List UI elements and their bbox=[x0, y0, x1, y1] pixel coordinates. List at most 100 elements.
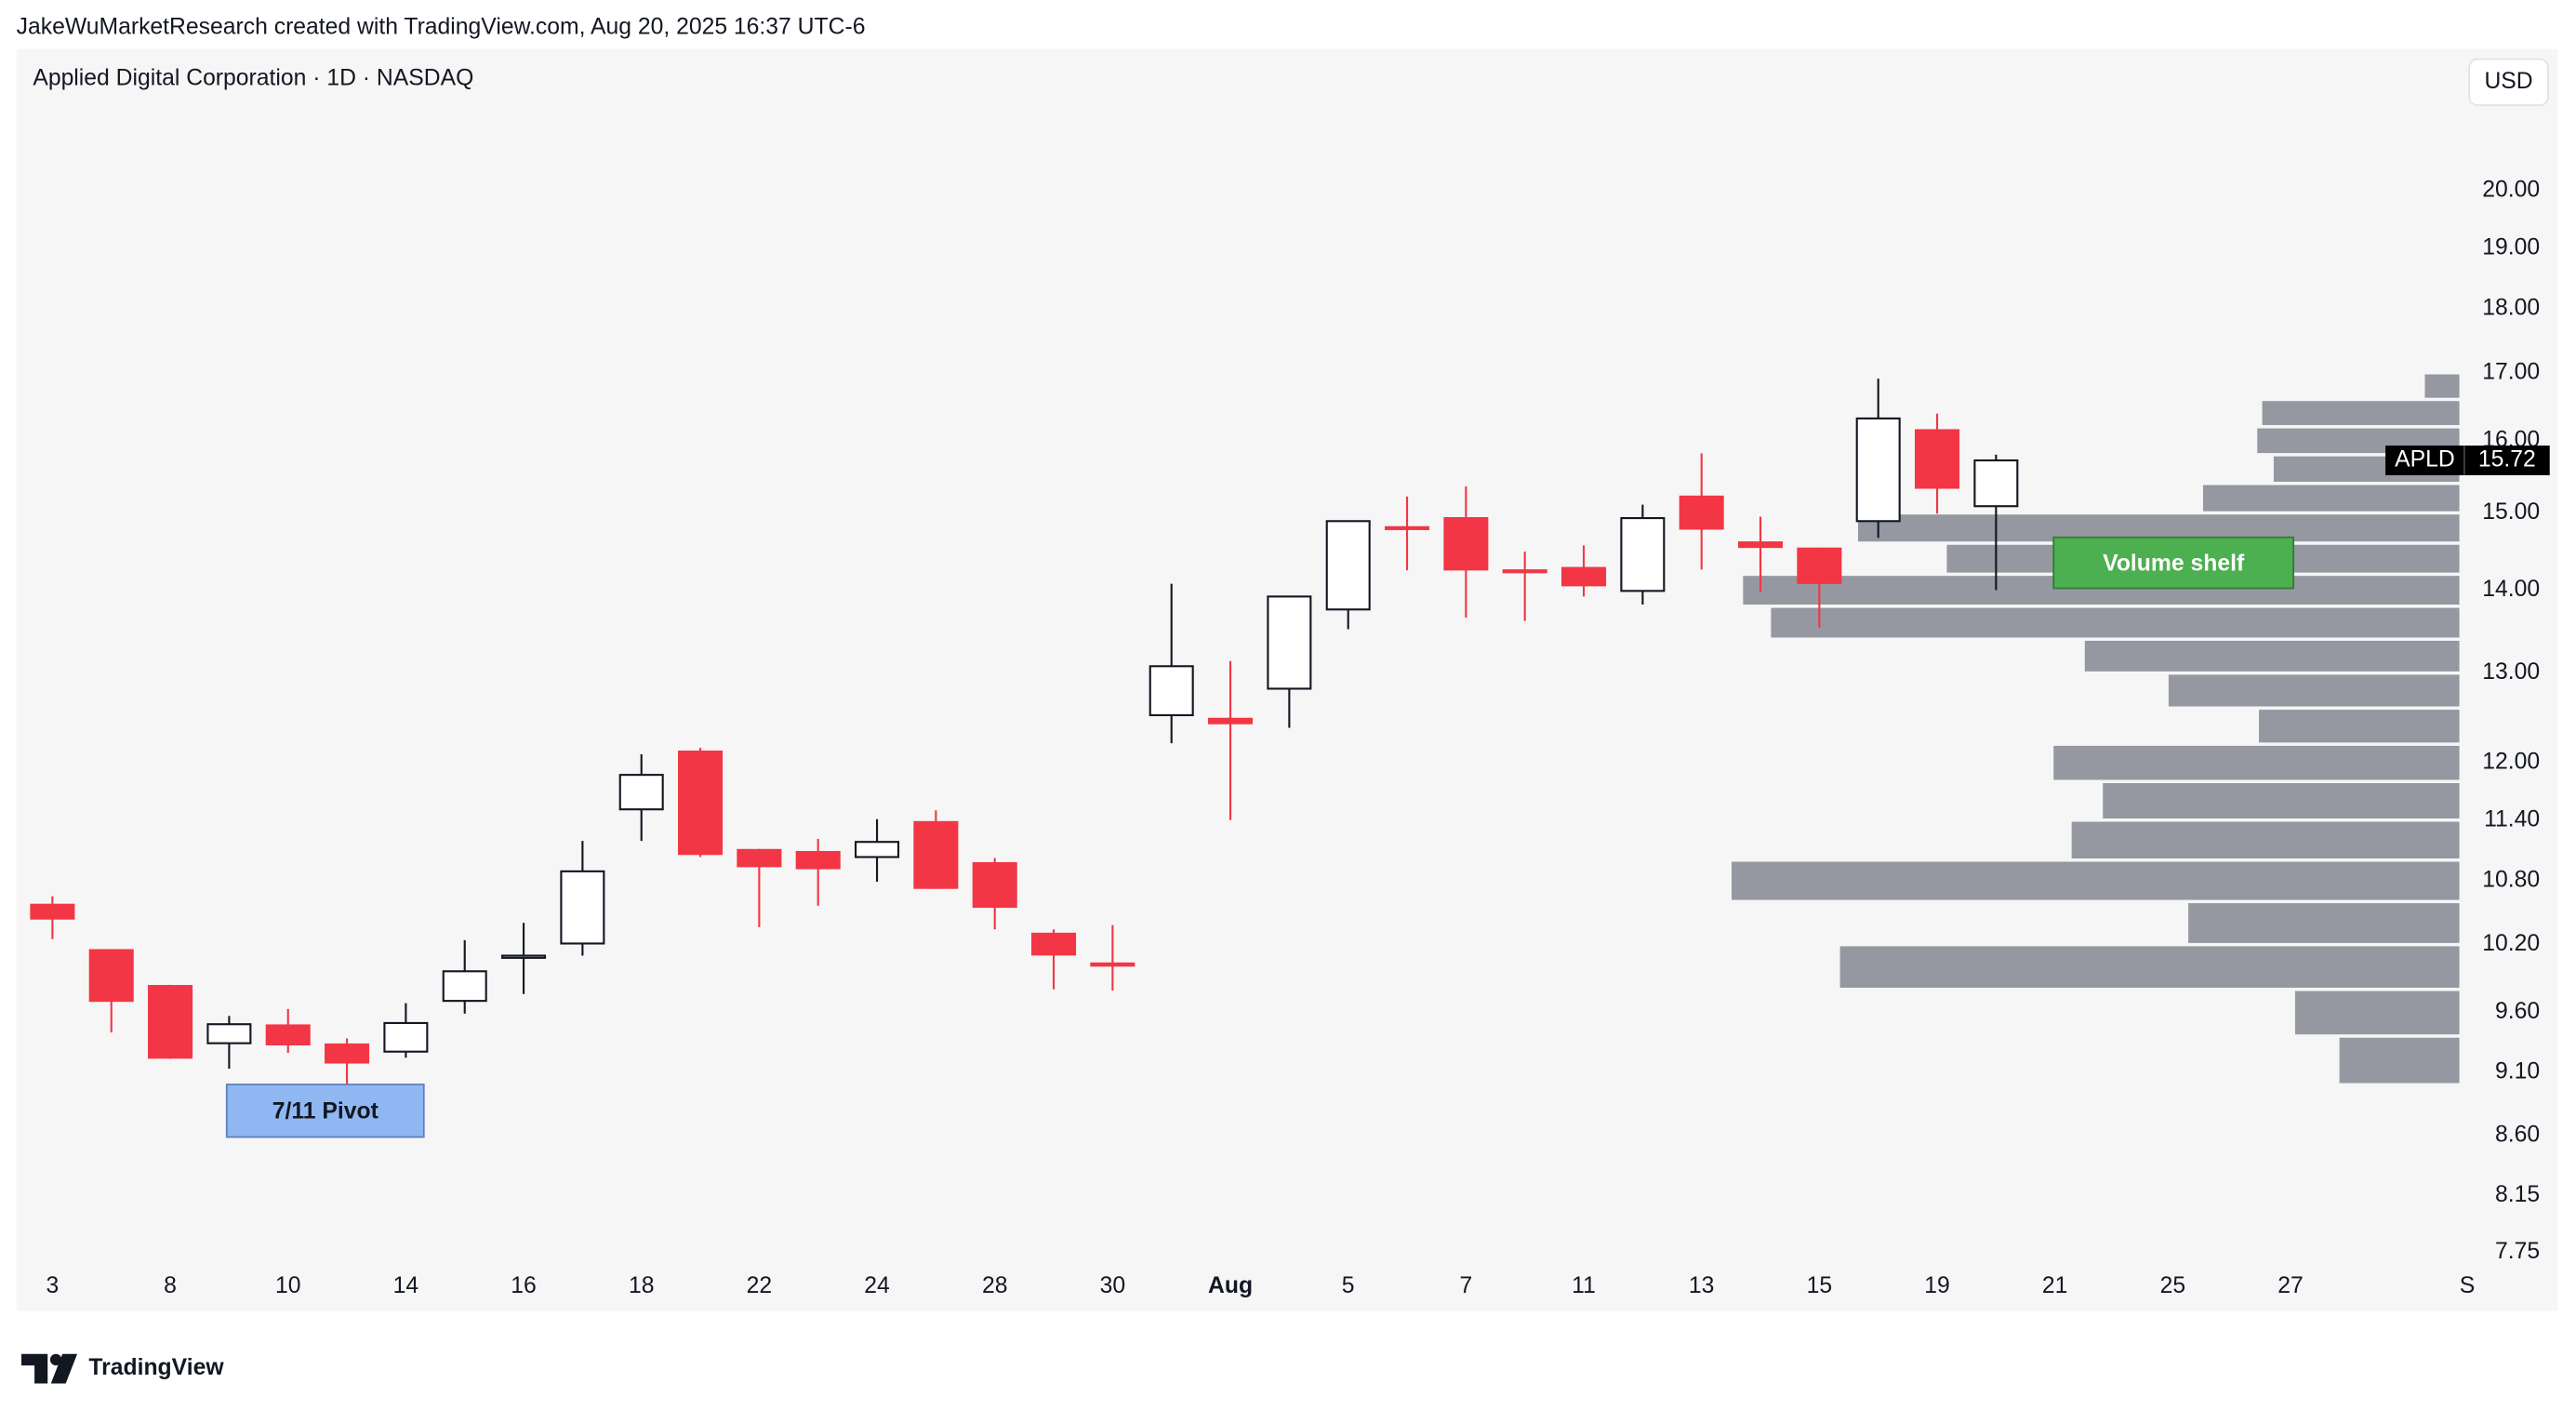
x-tick-label: 8 bbox=[164, 1273, 177, 1298]
annotation-box bbox=[225, 1084, 425, 1138]
symbol-label: APLD bbox=[2395, 447, 2455, 472]
candle-body bbox=[855, 841, 900, 858]
candle-body bbox=[206, 1023, 252, 1044]
x-tick-label: 25 bbox=[2160, 1273, 2186, 1298]
attribution: JakeWuMarketResearch created with Tradin… bbox=[17, 15, 866, 40]
volume-profile-bar bbox=[2294, 991, 2460, 1035]
y-tick-label: 12.00 bbox=[2482, 750, 2540, 775]
logo-mark bbox=[20, 1353, 48, 1384]
x-tick-label: 15 bbox=[1807, 1273, 1833, 1298]
candle-body bbox=[1973, 459, 2019, 508]
x-tick-label: 13 bbox=[1689, 1273, 1715, 1298]
y-tick-label: 19.00 bbox=[2482, 234, 2540, 259]
volume-profile-bar bbox=[2071, 821, 2460, 858]
y-tick-label: 18.00 bbox=[2482, 296, 2540, 321]
candle-body bbox=[265, 1024, 311, 1046]
volume-profile-bar bbox=[2084, 640, 2460, 672]
x-tick-label: 10 bbox=[275, 1273, 301, 1298]
candle-body bbox=[1620, 517, 1666, 592]
y-tick-label: 10.80 bbox=[2482, 867, 2540, 892]
candle-body bbox=[1208, 717, 1254, 725]
candle-body bbox=[325, 1043, 370, 1064]
currency[interactable]: USD bbox=[2484, 69, 2532, 94]
plot: 20.0019.0018.0017.0016.0015.0014.0013.00… bbox=[30, 178, 2550, 1298]
candle-body bbox=[1031, 932, 1077, 956]
x-tick-label: 11 bbox=[1572, 1273, 1596, 1298]
currency-button[interactable] bbox=[2468, 58, 2549, 107]
y-tick-label: 8.15 bbox=[2495, 1182, 2540, 1207]
candle-body bbox=[1443, 517, 1489, 571]
candle-body bbox=[1797, 547, 1842, 584]
candle-body bbox=[1149, 665, 1194, 717]
y-tick-label: 13.00 bbox=[2482, 659, 2540, 685]
y-tick-label: 15.00 bbox=[2482, 499, 2540, 525]
last-price: 15.72 bbox=[2478, 447, 2536, 472]
y-tick-label: 20.00 bbox=[2482, 178, 2540, 203]
annotation-text: 7/11 Pivot bbox=[272, 1099, 378, 1124]
tradingview-logo: TradingView bbox=[20, 1353, 224, 1384]
x-tick-label: 19 bbox=[1924, 1273, 1950, 1298]
volume-profile-bar bbox=[1839, 946, 2460, 989]
x-tick-label: 24 bbox=[864, 1273, 890, 1298]
y-tick-label: 10.20 bbox=[2482, 931, 2540, 956]
logo-mark bbox=[49, 1353, 62, 1366]
x-tick-label: 16 bbox=[511, 1273, 536, 1298]
x-tick-label: S bbox=[2460, 1273, 2476, 1298]
candle-body bbox=[618, 774, 664, 811]
volume-profile-bar bbox=[2424, 374, 2460, 398]
y-tick-label: 7.75 bbox=[2495, 1239, 2540, 1264]
x-tick-label: 22 bbox=[747, 1273, 773, 1298]
candle-body bbox=[88, 949, 134, 1003]
candle-body bbox=[442, 970, 487, 1003]
y-tick-label: 17.00 bbox=[2482, 359, 2540, 384]
candle-body bbox=[1385, 525, 1430, 530]
brand: TradingView bbox=[88, 1355, 224, 1380]
price-label-bg bbox=[2385, 446, 2550, 475]
x-tick-label: 14 bbox=[393, 1273, 419, 1298]
volume-profile-bar bbox=[2168, 674, 2460, 707]
y-tick-label: 11.40 bbox=[2484, 806, 2540, 831]
candle-body bbox=[1502, 569, 1547, 574]
annotation-box bbox=[2052, 536, 2295, 590]
candle-body bbox=[1325, 520, 1371, 611]
y-tick-label: 8.60 bbox=[2495, 1123, 2540, 1148]
candle-body bbox=[1090, 962, 1135, 967]
y-tick-label: 9.60 bbox=[2495, 999, 2540, 1024]
volume-profile-bar bbox=[2339, 1037, 2460, 1084]
x-tick-label: 5 bbox=[1342, 1273, 1355, 1298]
candle-body bbox=[795, 850, 841, 870]
candle-body bbox=[1737, 541, 1784, 549]
candle-body bbox=[972, 861, 1017, 909]
candle-body bbox=[560, 870, 605, 945]
candle-body bbox=[678, 750, 724, 856]
volume-profile-bar bbox=[2202, 485, 2460, 512]
x-tick-label: Aug bbox=[1208, 1273, 1253, 1298]
candle-body bbox=[1679, 495, 1724, 530]
x-tick-label: 7 bbox=[1459, 1273, 1472, 1298]
candle-body bbox=[30, 903, 75, 920]
volume-profile-bar bbox=[2103, 783, 2460, 818]
x-tick-label: 3 bbox=[46, 1273, 60, 1298]
x-tick-label: 27 bbox=[2277, 1273, 2304, 1298]
volume-profile-bar bbox=[1731, 861, 2460, 900]
candle-body bbox=[737, 848, 782, 868]
candle-body bbox=[913, 820, 959, 889]
annotation-text: Volume shelf bbox=[2103, 551, 2245, 576]
volume-profile-bar bbox=[2188, 903, 2460, 943]
candle-body bbox=[1267, 595, 1312, 690]
volume-profile-bar bbox=[2053, 745, 2460, 780]
chart-title: Applied Digital Corporation · 1D · NASDA… bbox=[33, 65, 473, 90]
candle-body bbox=[383, 1021, 429, 1053]
candle-body bbox=[1914, 429, 1960, 489]
y-tick-label: 9.10 bbox=[2495, 1059, 2540, 1084]
volume-profile-bar bbox=[2262, 401, 2460, 426]
x-tick-label: 28 bbox=[982, 1273, 1007, 1298]
candle-body bbox=[1855, 417, 1901, 523]
x-tick-label: 30 bbox=[1100, 1273, 1125, 1298]
candle-body bbox=[1561, 566, 1607, 587]
y-tick-label: 14.00 bbox=[2482, 577, 2540, 602]
candle-body bbox=[148, 985, 193, 1059]
candle-body bbox=[501, 954, 547, 959]
x-tick-label: 18 bbox=[629, 1273, 654, 1298]
